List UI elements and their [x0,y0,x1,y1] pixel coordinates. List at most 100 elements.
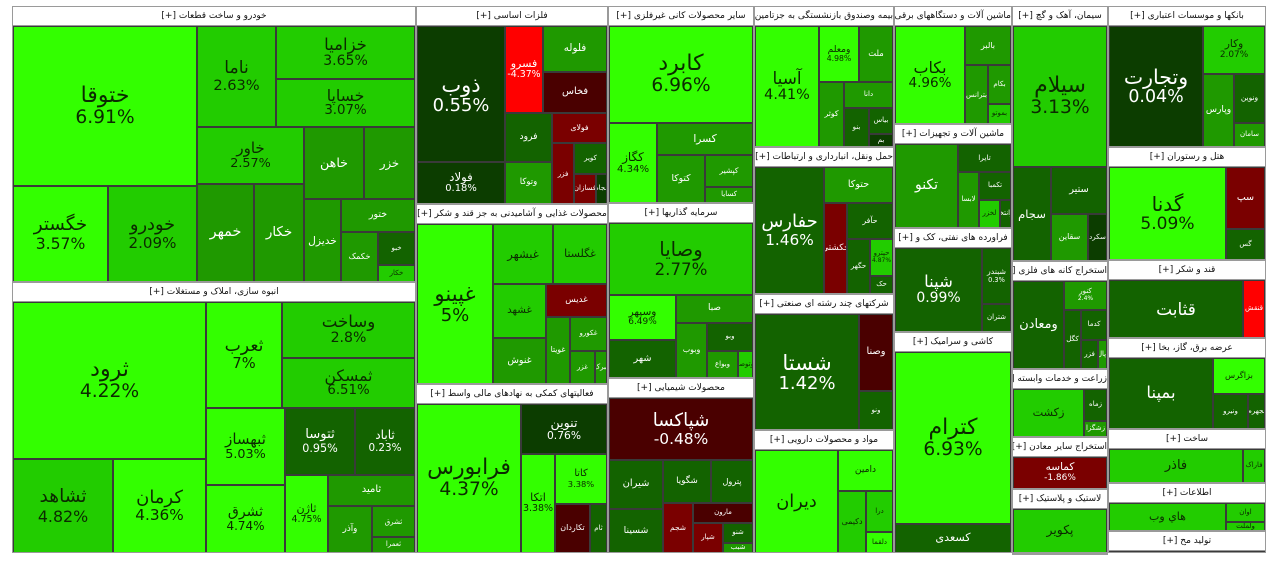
sector-header[interactable]: مواد و محصولات دارویی [+] [755,431,893,450]
treemap-tile[interactable]: ثاژن 4.75% [285,475,328,552]
treemap-tile[interactable]: فلوله [543,26,607,72]
treemap-tile[interactable]: کاتا 3.38% [555,454,607,504]
treemap-tile[interactable]: خگستر 3.57% [13,186,108,281]
treemap-tile[interactable]: دامین [838,450,893,491]
treemap-tile[interactable]: قثابت [1109,280,1243,337]
sector-19[interactable]: استخراج سایر معادن [+] کماسه -1.86% [1012,437,1108,489]
sector-25[interactable]: عرضه برق، گاز، بخا [+] بمپنا بزاگرس ونیرو بج… [1108,338,1266,429]
treemap-tile[interactable]: شنو [723,523,753,543]
treemap-tile[interactable]: ثعرب 7% [206,302,282,408]
treemap-tile[interactable]: بکام [988,65,1011,104]
treemap-tile[interactable]: کترام 6.93% [895,352,1011,524]
treemap-tile[interactable]: ثامید [328,475,415,506]
sector-5[interactable]: سایر محصولات کانی غیرفلزی [+] کابرد 6.96% ک… [608,6,754,203]
treemap-tile[interactable]: فجام [596,174,607,203]
treemap-tile[interactable]: حپترو 4.87% [870,239,893,276]
sector-16[interactable]: سیمان، آهک و گچ [+] سیلام 3.13% سجام ستیر سقا… [1012,6,1108,261]
sector-24[interactable]: قند و شکر [+] قثابت قنقش [1108,260,1266,338]
sector-header[interactable]: بیمه وصندوق بازنشستگی به جزتامین اجتماعی… [755,7,893,26]
treemap-tile[interactable]: دیران [755,450,838,552]
sector-header[interactable]: کاشی و سرامیک [+] [895,333,1011,352]
treemap-tile[interactable]: ثتوسا 0.95% [285,408,355,475]
sector-header[interactable]: قند و شکر [+] [1109,261,1265,280]
treemap-tile[interactable]: حکشتی [824,203,847,293]
sector-header[interactable]: لاستیک و پلاستیک [+] [1013,490,1107,509]
treemap-tile[interactable]: آسیا 4.41% [755,26,819,146]
treemap-tile[interactable]: لخزر [979,200,1000,227]
treemap-tile[interactable]: وتجارت 0.04% [1109,26,1203,146]
treemap-tile[interactable]: خبو [378,232,415,265]
sector-15[interactable]: کاشی و سرامیک [+] کترام 6.93% کسعدی [894,332,1012,553]
treemap-tile[interactable]: تبرک [595,351,607,383]
treemap-tile[interactable]: پترول [711,460,753,503]
sector-23[interactable]: هتل و رستوران [+] گدنا 5.09% سپ گس [1108,147,1266,260]
treemap-tile[interactable]: شگویا [663,460,711,503]
treemap-tile[interactable]: لپارس [1243,551,1265,552]
treemap-tile[interactable]: غپینو 5% [417,224,493,383]
sector-header[interactable]: انبوه سازی، املاک و مستغلات [+] [13,283,415,302]
treemap-tile[interactable]: خکمک [341,232,378,281]
treemap-tile[interactable]: کپشیر [705,155,753,187]
sector-1[interactable]: انبوه سازی، املاک و مستغلات [+] ثرود 4.22%… [12,282,416,553]
sector-header[interactable]: ماشین آلات و تجهیزات [+] [895,125,1011,144]
treemap-tile[interactable]: وتوصا [738,351,753,377]
treemap-tile[interactable]: بترانس [965,65,988,123]
sector-header[interactable]: هتل و رستوران [+] [1109,148,1265,167]
sector-22[interactable]: بانکها و موسسات اعتباری [+] وتجارت 0.04% وک… [1108,6,1266,147]
treemap-tile[interactable]: شیران [609,460,663,509]
sector-0[interactable]: خودرو و ساخت قطعات [+] ختوقا 6.91% خگستر 3.5… [12,6,416,282]
treemap-tile[interactable]: وساخت 2.8% [282,302,415,358]
treemap-tile[interactable]: ناما 2.63% [197,26,276,127]
treemap-tile[interactable]: وآذر [328,506,372,552]
treemap-tile[interactable]: شبب [723,543,753,552]
treemap-tile[interactable]: بنو [844,108,869,146]
treemap-tile[interactable]: سجام [1013,167,1051,260]
treemap-tile[interactable]: تکمبا [979,172,1011,200]
treemap-tile[interactable]: تکاردان [555,504,590,552]
treemap-tile[interactable]: سامان [1234,123,1265,146]
treemap-tile[interactable]: کسایا [705,187,753,202]
treemap-tile[interactable]: فسرو -4.37% [505,26,543,113]
sector-27[interactable]: اطلاعات [+] هاي وب اوان ولملت [1108,483,1266,531]
treemap-tile[interactable]: فولاد 0.18% [417,162,505,203]
treemap-tile[interactable]: بزاگرس [1213,358,1265,394]
treemap-tile[interactable]: شستا 1.42% [755,314,859,429]
sector-3[interactable]: محصولات غذایی و آشامیدنی به جز قند و شکر… [416,204,608,384]
treemap-tile[interactable]: بالبر [965,26,1011,65]
treemap-tile[interactable]: گدنا 5.09% [1109,167,1226,259]
treemap-tile[interactable]: خزر [364,127,415,199]
sector-header[interactable]: سیمان، آهک و گچ [+] [1013,7,1107,26]
treemap-tile[interactable]: خزامیا 3.65% [276,26,415,79]
sector-header[interactable]: تولید مح [+] [1109,532,1265,551]
treemap-tile[interactable]: خکار [378,265,415,281]
treemap-tile[interactable]: نیان [1109,551,1243,552]
treemap-tile[interactable]: خساپا 3.07% [276,79,415,127]
sector-header[interactable]: سرمایه گذاریها [+] [609,204,753,223]
treemap-tile[interactable]: فاراک [1243,449,1265,482]
treemap-tile[interactable]: بیاس [869,108,893,134]
treemap-tile[interactable]: کگل [1064,310,1081,368]
sector-header[interactable]: شرکتهای چند رشته ای صنعتی [+] [755,295,893,314]
sector-13[interactable]: ماشین آلات و تجهیزات [+] تکنو تایرا لابسا تک… [894,124,1012,228]
sector-18[interactable]: زراعت و خدمات وابسته [+] زکشت زماه زشگزا [1012,369,1108,437]
treemap-tile[interactable]: خدیزل [304,199,341,281]
treemap-tile[interactable]: ومعلم 4.98% [819,26,859,82]
treemap-tile[interactable]: گس [1226,229,1265,259]
treemap-tile[interactable]: کابرد 6.96% [609,26,753,123]
sector-7[interactable]: محصولات شیمیایی [+] شپاکسا -0.48% شیران شسین… [608,378,754,553]
treemap-tile[interactable]: غدیس [546,284,607,317]
treemap-tile[interactable]: قنقش [1243,280,1265,337]
sector-header[interactable]: محصولات شیمیایی [+] [609,379,753,398]
treemap-tile[interactable]: ختوقا 6.91% [13,26,197,186]
sector-header[interactable]: استخراج سایر معادن [+] [1013,438,1107,457]
treemap-tile[interactable]: شپار [693,523,723,552]
treemap-tile[interactable]: ثعمرا [372,537,415,552]
sector-header[interactable]: ماشین آلات و دستگاههای برقی [+] [895,7,1011,26]
sector-6[interactable]: سرمایه گذاریها [+] وصایا 2.77% وسپهر 6.49% شه… [608,203,754,378]
treemap-tile[interactable]: غگلستا [553,224,607,284]
sector-header[interactable]: عرضه برق، گاز، بخا [+] [1109,339,1265,358]
treemap-tile[interactable]: کدما [1081,310,1107,340]
treemap-tile[interactable]: فزر [552,143,574,203]
sector-26[interactable]: ساخت [+] فاذر فاراک [1108,429,1266,483]
sector-header[interactable]: محصولات غذایی و آشامیدنی به جز قند و شکر… [417,205,607,224]
